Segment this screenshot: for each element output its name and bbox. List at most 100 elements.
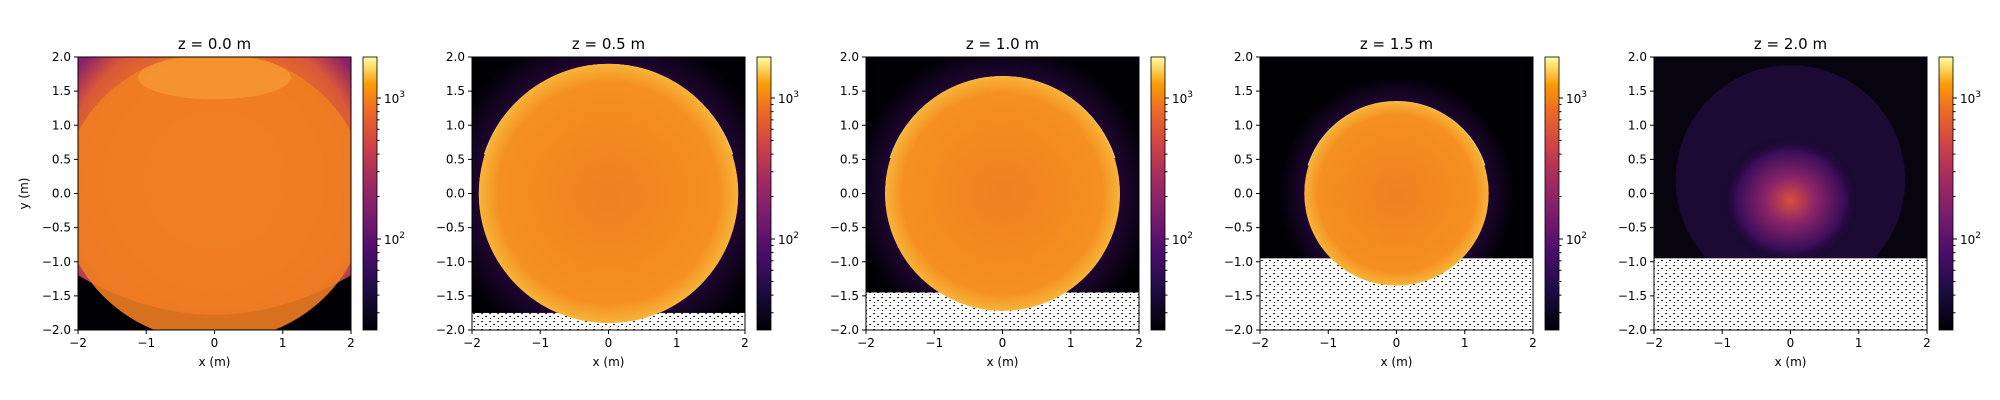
y-tick-label: −1.0 <box>436 255 465 269</box>
colorbar-tick-label: 103 <box>778 90 799 106</box>
x-axis-label: x (m) <box>593 355 625 369</box>
y-tick-label: 1.5 <box>1628 84 1647 98</box>
x-tick-label: −2 <box>857 336 875 350</box>
y-tick-label: 2.0 <box>1628 50 1647 64</box>
y-tick-label: 2.0 <box>840 50 859 64</box>
x-tick-label: 1 <box>1067 336 1075 350</box>
y-tick-label: −2.0 <box>42 323 71 337</box>
y-axis-label: y (m) <box>17 178 31 210</box>
colorbar <box>1544 56 1560 331</box>
y-tick-label: 1.0 <box>52 118 71 132</box>
panel-title: z = 0.0 m <box>178 35 251 53</box>
colorbar-tick-label: 102 <box>1960 231 1981 247</box>
y-tick-label: 1.5 <box>446 84 465 98</box>
x-tick-label: −2 <box>463 336 481 350</box>
beam-core <box>78 57 351 330</box>
y-tick-label: −1.5 <box>42 289 71 303</box>
y-tick-label: 0.5 <box>446 152 465 166</box>
y-tick-label: −1.5 <box>1224 289 1253 303</box>
y-tick-label: −0.5 <box>830 221 859 235</box>
x-tick-label: 2 <box>1923 336 1931 350</box>
heatmap-field <box>78 57 351 330</box>
y-tick-label: −1.5 <box>436 289 465 303</box>
colorbar <box>1150 56 1166 331</box>
beam-disk-overlay <box>478 63 739 324</box>
y-tick-label: 0.0 <box>52 187 71 201</box>
colorbar-tick-label: 103 <box>1566 90 1587 106</box>
x-tick-label: 1 <box>1855 336 1863 350</box>
x-tick-label: 2 <box>741 336 749 350</box>
colorbar-tick-label: 103 <box>1172 90 1193 106</box>
x-tick-label: 0 <box>605 336 613 350</box>
x-tick-label: −1 <box>531 336 549 350</box>
x-tick-label: 2 <box>1135 336 1143 350</box>
y-tick-label: −0.5 <box>436 221 465 235</box>
colorbar-tick-label: 102 <box>1172 231 1193 247</box>
y-tick-label: 2.0 <box>52 50 71 64</box>
x-tick-label: −1 <box>925 336 943 350</box>
colorbar <box>362 56 378 331</box>
y-tick-label: −1.5 <box>1618 289 1647 303</box>
colorbar-tick-label: 103 <box>1960 90 1981 106</box>
y-tick-label: 1.0 <box>1628 118 1647 132</box>
panel-title: z = 2.0 m <box>1754 35 1827 53</box>
y-tick-label: 1.0 <box>1234 118 1253 132</box>
heatmap-field <box>472 57 745 330</box>
x-tick-label: 0 <box>999 336 1007 350</box>
panel-3: −2 −1 0 1 2 2.0 1.5 1.0 0.5 0.0 −0.5 −1.0 −1.5 −2.0 z … <box>1224 35 1587 369</box>
y-tick-label: 2.0 <box>1234 50 1253 64</box>
beam-spot <box>1719 134 1862 266</box>
y-tick-label: 1.5 <box>840 84 859 98</box>
x-axis-label: x (m) <box>1775 355 1807 369</box>
y-tick-label: 0.0 <box>446 187 465 201</box>
x-tick-label: 1 <box>1461 336 1469 350</box>
colorbar-tick-label: 103 <box>384 90 405 106</box>
y-tick-label: −2.0 <box>436 323 465 337</box>
y-tick-label: −0.5 <box>42 221 71 235</box>
y-tick-label: 0.5 <box>1628 152 1647 166</box>
y-tick-label: 1.5 <box>52 84 71 98</box>
x-tick-label: 1 <box>279 336 287 350</box>
y-tick-label: 0.0 <box>1628 187 1647 201</box>
x-tick-label: −1 <box>137 336 155 350</box>
colorbar <box>1938 56 1954 331</box>
x-axis-label: x (m) <box>987 355 1019 369</box>
colorbar <box>756 56 772 331</box>
colorbar-tick-label: 102 <box>1566 231 1587 247</box>
y-tick-label: 0.5 <box>1234 152 1253 166</box>
x-tick-label: 1 <box>673 336 681 350</box>
y-tick-label: −2.0 <box>830 323 859 337</box>
y-tick-label: −0.5 <box>1224 221 1253 235</box>
y-tick-label: 0.0 <box>1234 187 1253 201</box>
x-tick-label: 2 <box>1529 336 1537 350</box>
beam-disk-overlay <box>1304 101 1489 286</box>
panel-1: −2 −1 0 1 2 2.0 1.5 1.0 0.5 0.0 −0.5 −1.0 −1.5 −2.0 z … <box>436 35 799 369</box>
y-tick-label: −1.0 <box>42 255 71 269</box>
panel-0: −2 −1 0 1 2 2.0 1.5 1.0 0.5 0.0 −0.5 −1.0 −1.5 −2.0 z … <box>17 35 405 369</box>
x-tick-label: 0 <box>211 336 219 350</box>
y-tick-label: −0.5 <box>1618 221 1647 235</box>
heatmap-field <box>1654 57 1927 330</box>
colorbar-tick-label: 102 <box>778 231 799 247</box>
y-tick-label: 0.5 <box>840 152 859 166</box>
x-axis-label: x (m) <box>199 355 231 369</box>
panel-2: −2 −1 0 1 2 2.0 1.5 1.0 0.5 0.0 −0.5 −1.0 −1.5 −2.0 z … <box>830 35 1193 369</box>
y-tick-label: −2.0 <box>1224 323 1253 337</box>
x-tick-label: 0 <box>1393 336 1401 350</box>
y-tick-label: −1.0 <box>830 255 859 269</box>
y-tick-label: −2.0 <box>1618 323 1647 337</box>
panel-title: z = 1.5 m <box>1360 35 1433 53</box>
x-tick-label: −2 <box>1645 336 1663 350</box>
y-tick-label: 2.0 <box>446 50 465 64</box>
y-tick-label: 1.0 <box>446 118 465 132</box>
x-tick-label: 2 <box>347 336 355 350</box>
y-tick-label: 0.0 <box>840 187 859 201</box>
heatmap-field <box>1260 57 1533 330</box>
beam-top-glow <box>138 57 291 100</box>
y-tick-label: 1.0 <box>840 118 859 132</box>
x-tick-label: 0 <box>1787 336 1795 350</box>
y-tick-label: −1.0 <box>1618 255 1647 269</box>
no-data-region <box>1654 258 1927 330</box>
x-tick-label: −1 <box>1713 336 1731 350</box>
